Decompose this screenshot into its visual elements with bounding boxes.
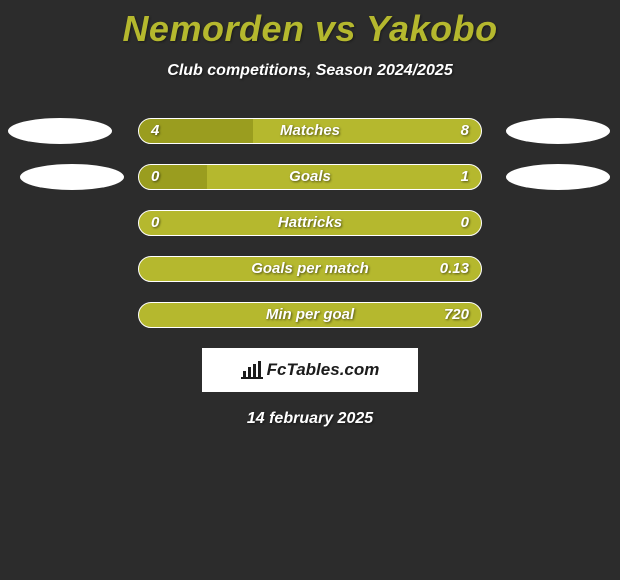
chart-icon — [241, 361, 263, 379]
stat-row: 0 Hattricks 0 — [0, 210, 620, 236]
stat-row: 4 Matches 8 — [0, 118, 620, 144]
bar-track: 0 Goals 1 — [138, 164, 482, 190]
page-title: Nemorden vs Yakobo — [0, 0, 620, 50]
player-ellipse-right — [506, 118, 610, 144]
bar-value-right: 720 — [444, 303, 469, 327]
branding-badge: FcTables.com — [202, 348, 418, 392]
bar-value-right: 8 — [461, 119, 469, 143]
bar-value-right: 1 — [461, 165, 469, 189]
bar-label: Matches — [139, 119, 481, 143]
branding-text: FcTables.com — [267, 360, 380, 380]
player-ellipse-left — [8, 118, 112, 144]
bar-value-right: 0 — [461, 211, 469, 235]
player-ellipse-right — [506, 164, 610, 190]
stat-row: 0 Goals 1 — [0, 164, 620, 190]
bar-track: 0 Hattricks 0 — [138, 210, 482, 236]
bar-label: Min per goal — [139, 303, 481, 327]
bar-label: Hattricks — [139, 211, 481, 235]
bar-track: 4 Matches 8 — [138, 118, 482, 144]
player-ellipse-left — [20, 164, 124, 190]
subheading: Club competitions, Season 2024/2025 — [0, 62, 620, 80]
date-text: 14 february 2025 — [0, 410, 620, 428]
stat-row: Goals per match 0.13 — [0, 256, 620, 282]
bar-value-right: 0.13 — [440, 257, 469, 281]
bar-label: Goals per match — [139, 257, 481, 281]
bar-label: Goals — [139, 165, 481, 189]
stat-row: Min per goal 720 — [0, 302, 620, 328]
stats-area: 4 Matches 8 0 Goals 1 0 Hattricks 0 — [0, 118, 620, 328]
bar-track: Goals per match 0.13 — [138, 256, 482, 282]
bar-track: Min per goal 720 — [138, 302, 482, 328]
